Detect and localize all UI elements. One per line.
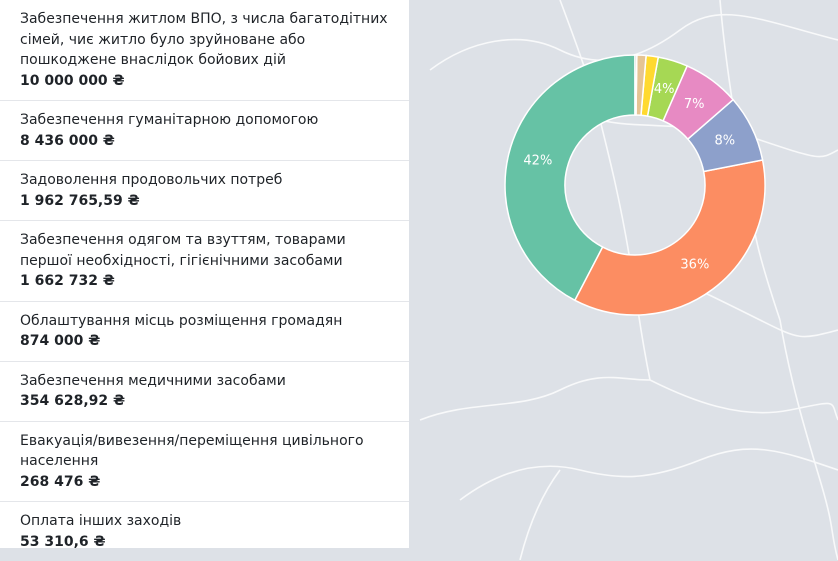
slice-percent-label-3: 7% bbox=[684, 97, 705, 112]
list-item[interactable]: Облаштування місць розміщення громадян 8… bbox=[0, 302, 409, 362]
donut-chart-svg: 42% 36% 8% 7% 4% bbox=[504, 54, 766, 316]
item-label: Забезпечення одягом та взуттям, товарами… bbox=[20, 232, 346, 269]
list-item[interactable]: Забезпечення житлом ВПО, з числа багатод… bbox=[0, 0, 409, 101]
slice-percent-label-2: 8% bbox=[715, 134, 736, 149]
item-label: Облаштування місць розміщення громадян bbox=[20, 312, 343, 329]
pie-slice-7[interactable] bbox=[634, 54, 638, 116]
list-item[interactable]: Задоволення продовольчих потреб 1 962 76… bbox=[0, 161, 409, 221]
pie-slice-0[interactable] bbox=[504, 54, 636, 302]
list-item[interactable]: Оплата інших заходів 53 310,6 ₴ bbox=[0, 502, 409, 561]
list-item[interactable]: Забезпечення одягом та взуттям, товарами… bbox=[0, 221, 409, 302]
item-amount: 1 662 732 ₴ bbox=[20, 273, 115, 289]
item-amount: 10 000 000 ₴ bbox=[20, 72, 125, 89]
item-amount: 268 476 ₴ bbox=[20, 473, 101, 490]
item-amount: 53 310,6 ₴ bbox=[20, 533, 106, 550]
item-amount: 1 962 765,59 ₴ bbox=[20, 192, 140, 209]
item-amount: 874 000 ₴ bbox=[20, 333, 101, 349]
slice-percent-label-1: 36% bbox=[680, 258, 709, 273]
item-label: Забезпечення медичними засобами bbox=[20, 372, 286, 389]
item-label: Забезпечення житлом ВПО, з числа багатод… bbox=[20, 11, 388, 68]
item-label: Евакуація/вивезення/переміщення цивільно… bbox=[20, 432, 364, 470]
item-label: Забезпечення гуманітарною допомогою bbox=[20, 112, 319, 128]
donut-chart: 42% 36% 8% 7% 4% bbox=[480, 30, 790, 340]
slice-percent-label-4: 4% bbox=[654, 82, 675, 97]
list-item[interactable]: Забезпечення гуманітарною допомогою 8 43… bbox=[0, 101, 409, 161]
item-amount: 354 628,92 ₴ bbox=[20, 393, 126, 409]
item-amount: 8 436 000 ₴ bbox=[20, 132, 115, 149]
item-label: Оплата інших заходів bbox=[20, 513, 182, 529]
expense-list: Забезпечення житлом ВПО, з числа багатод… bbox=[0, 0, 409, 550]
list-item[interactable]: Забезпечення медичними засобами 354 628,… bbox=[0, 362, 409, 422]
item-label: Задоволення продовольчих потреб bbox=[20, 172, 283, 188]
list-item[interactable]: Евакуація/вивезення/переміщення цивільно… bbox=[0, 422, 409, 502]
slice-percent-label-0: 42% bbox=[523, 154, 552, 169]
pie-slice-1[interactable] bbox=[573, 159, 766, 316]
